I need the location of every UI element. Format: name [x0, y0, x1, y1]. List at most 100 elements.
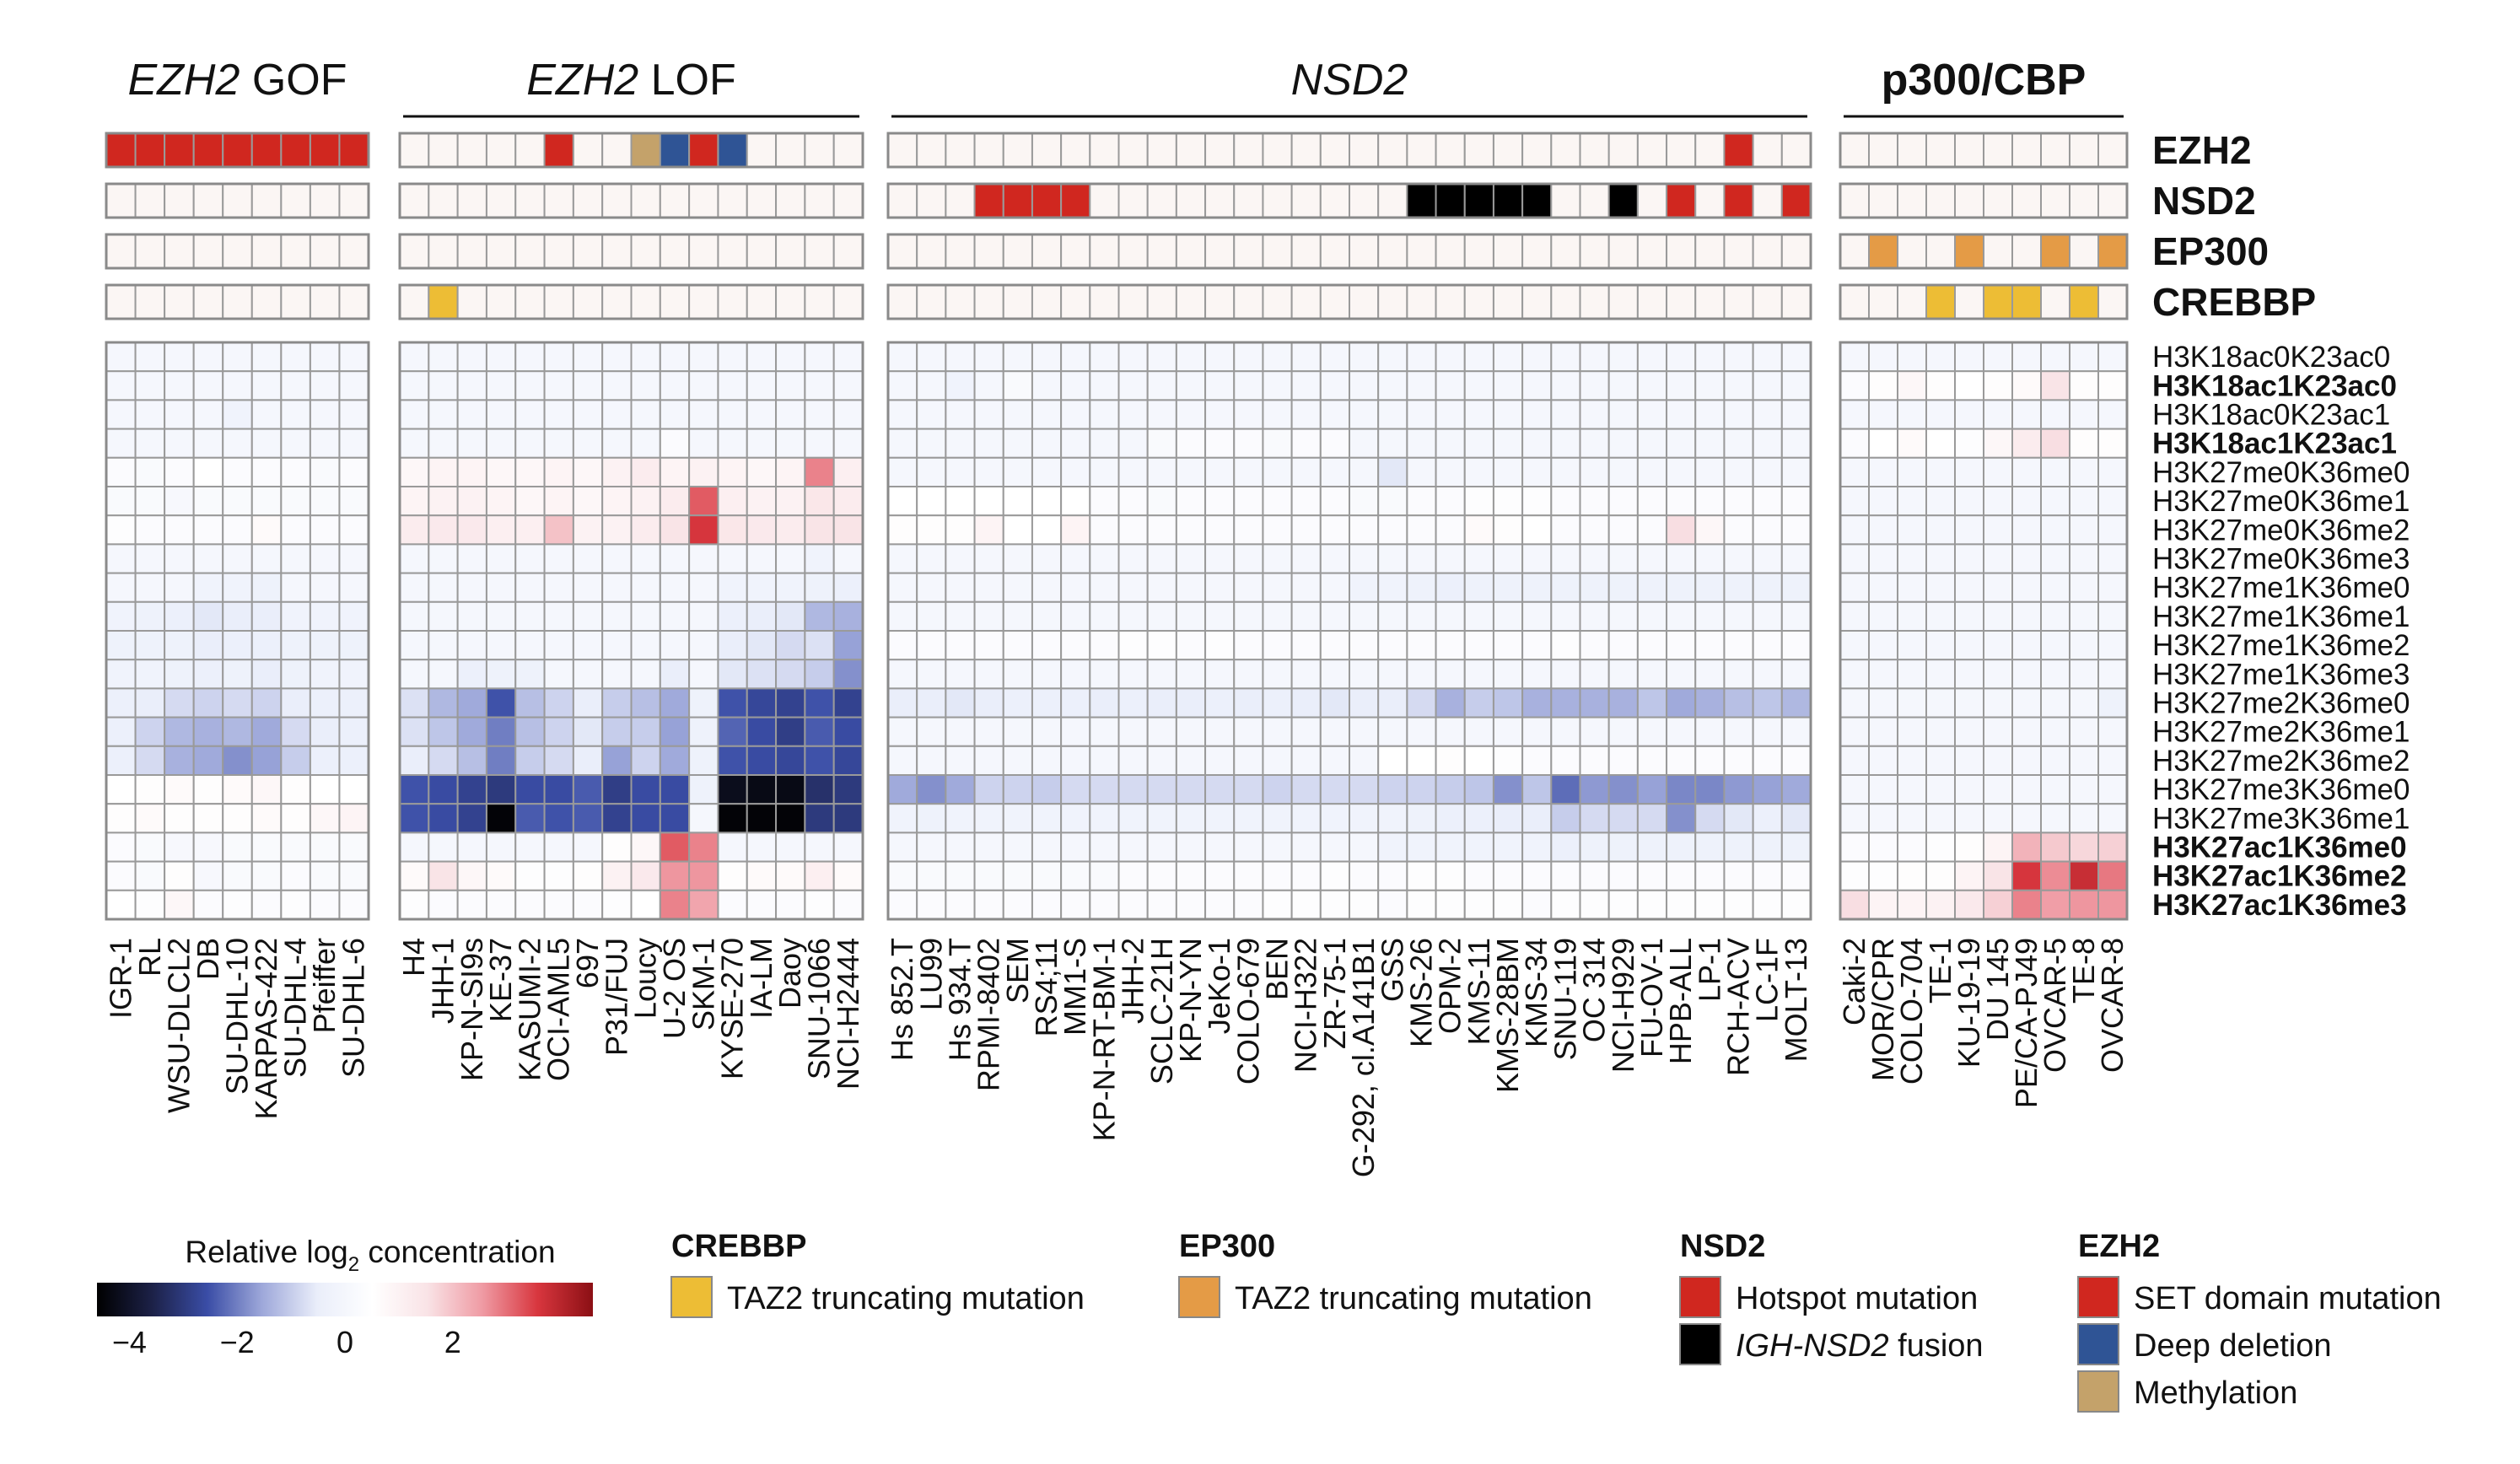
legend-item-label: Methylation [2134, 1375, 2297, 1411]
heatmap-cell [134, 745, 166, 776]
heatmap-cell [2011, 687, 2042, 719]
heatmap-cell [2040, 630, 2070, 661]
heatmap-cell [2011, 716, 2042, 747]
heatmap-cell [1377, 716, 1408, 747]
mutation-cell-crebbp [945, 284, 976, 320]
heatmap-cell [1146, 342, 1177, 373]
heatmap-cell [916, 630, 947, 661]
mutation-track-frame [105, 233, 370, 270]
heatmap-cell [717, 370, 748, 401]
heatmap-cell [601, 832, 633, 863]
heatmap-cell [1521, 486, 1553, 517]
cell-line-label: SNU-119 [1548, 938, 1582, 1060]
heatmap-cell [338, 543, 370, 574]
heatmap-cell [1290, 860, 1322, 891]
heatmap-cell [250, 774, 283, 805]
mutation-cell-ezh2 [945, 132, 976, 168]
heatmap-cell [192, 428, 224, 459]
heatmap-cell [1204, 860, 1236, 891]
mark-label: H3K18ac1K23ac1 [2152, 428, 2397, 460]
heatmap-cell [887, 630, 918, 661]
mutation-cell-crebbp [1694, 284, 1726, 320]
heatmap-cell [1377, 370, 1408, 401]
heatmap-cell [105, 543, 137, 574]
legend-item-label: Deep deletion [2134, 1328, 2332, 1364]
heatmap-cell [2040, 889, 2070, 921]
heatmap-cell [1521, 572, 1553, 603]
heatmap-cell [804, 716, 835, 747]
heatmap-cell [1349, 543, 1380, 574]
mutation-cell-ezh2 [1060, 132, 1091, 168]
heatmap-cell [1666, 486, 1697, 517]
heatmap-cell [1089, 456, 1120, 487]
heatmap-cell [1897, 456, 1927, 487]
heatmap-cell [688, 832, 719, 863]
legend-item-italic: IGH-NSD2 [1736, 1328, 1889, 1364]
heatmap-cell [1983, 342, 2013, 373]
legend-swatch [2077, 1370, 2119, 1413]
heatmap-cell [1839, 514, 1870, 546]
heatmap-cell [1666, 659, 1697, 690]
heatmap-cell [1694, 630, 1726, 661]
heatmap-cell [1031, 600, 1063, 632]
heatmap-cell [1694, 514, 1726, 546]
heatmap-cell [514, 428, 546, 459]
heatmap-cell [1607, 860, 1639, 891]
heatmap-cell [945, 716, 976, 747]
heatmap-cell [1319, 687, 1350, 719]
heatmap-cell [1349, 630, 1380, 661]
mutation-cell-ep300 [887, 234, 918, 269]
heatmap-cell [1319, 370, 1350, 401]
heatmap-cell [973, 486, 1004, 517]
heatmap-cell [428, 745, 459, 776]
heatmap-cell [280, 716, 311, 747]
heatmap-cell [250, 543, 283, 574]
heatmap-cell [1349, 600, 1380, 632]
heatmap-cell [1290, 889, 1322, 921]
mutation-cell-crebbp [1463, 284, 1494, 320]
heatmap-cell [1983, 716, 2013, 747]
heatmap-frame [398, 341, 864, 921]
mutation-cell-nsd2 [1060, 183, 1091, 218]
heatmap-cell [1521, 630, 1553, 661]
mutation-cell-crebbp [1897, 284, 1927, 320]
heatmap-cell [1060, 889, 1091, 921]
mutation-cell-ep300 [1031, 234, 1063, 269]
heatmap-cell [804, 456, 835, 487]
heatmap-cell [1550, 342, 1581, 373]
heatmap-cell [1694, 889, 1726, 921]
heatmap-cell [280, 486, 311, 517]
heatmap-cell [1349, 428, 1380, 459]
heatmap-cell [2040, 572, 2070, 603]
mutation-cell-nsd2 [250, 183, 283, 218]
heatmap-cell [1319, 342, 1350, 373]
heatmap-cell [601, 514, 633, 546]
heatmap-cell [1723, 600, 1754, 632]
heatmap-cell [1666, 803, 1697, 834]
heatmap-cell [1233, 428, 1264, 459]
heatmap-cell [1089, 342, 1120, 373]
heatmap-cell [1002, 630, 1033, 661]
heatmap-cell [1204, 399, 1236, 430]
heatmap-cell [945, 745, 976, 776]
heatmap-cell [1117, 486, 1149, 517]
heatmap-cell [280, 889, 311, 921]
heatmap-cell [1579, 456, 1610, 487]
heatmap-cell [1868, 572, 1898, 603]
heatmap-cell [775, 860, 806, 891]
heatmap-cell [2011, 659, 2042, 690]
heatmap-cell [399, 659, 430, 690]
mutation-cell-crebbp [1983, 284, 2013, 320]
mutation-cell-crebbp [887, 284, 918, 320]
heatmap-cell [1521, 803, 1553, 834]
heatmap-cell [1666, 630, 1697, 661]
heatmap-cell [746, 399, 778, 430]
heatmap-cell [2040, 543, 2070, 574]
mutation-cell-nsd2 [832, 183, 864, 218]
mutation-cell-crebbp [164, 284, 195, 320]
mutation-cell-nsd2 [804, 183, 835, 218]
mark-label: H3K27me3K36me1 [2152, 802, 2410, 835]
heatmap-cell [973, 774, 1004, 805]
mutation-cell-ezh2 [1463, 132, 1494, 168]
cell-line-label: OPM-2 [1433, 938, 1467, 1034]
